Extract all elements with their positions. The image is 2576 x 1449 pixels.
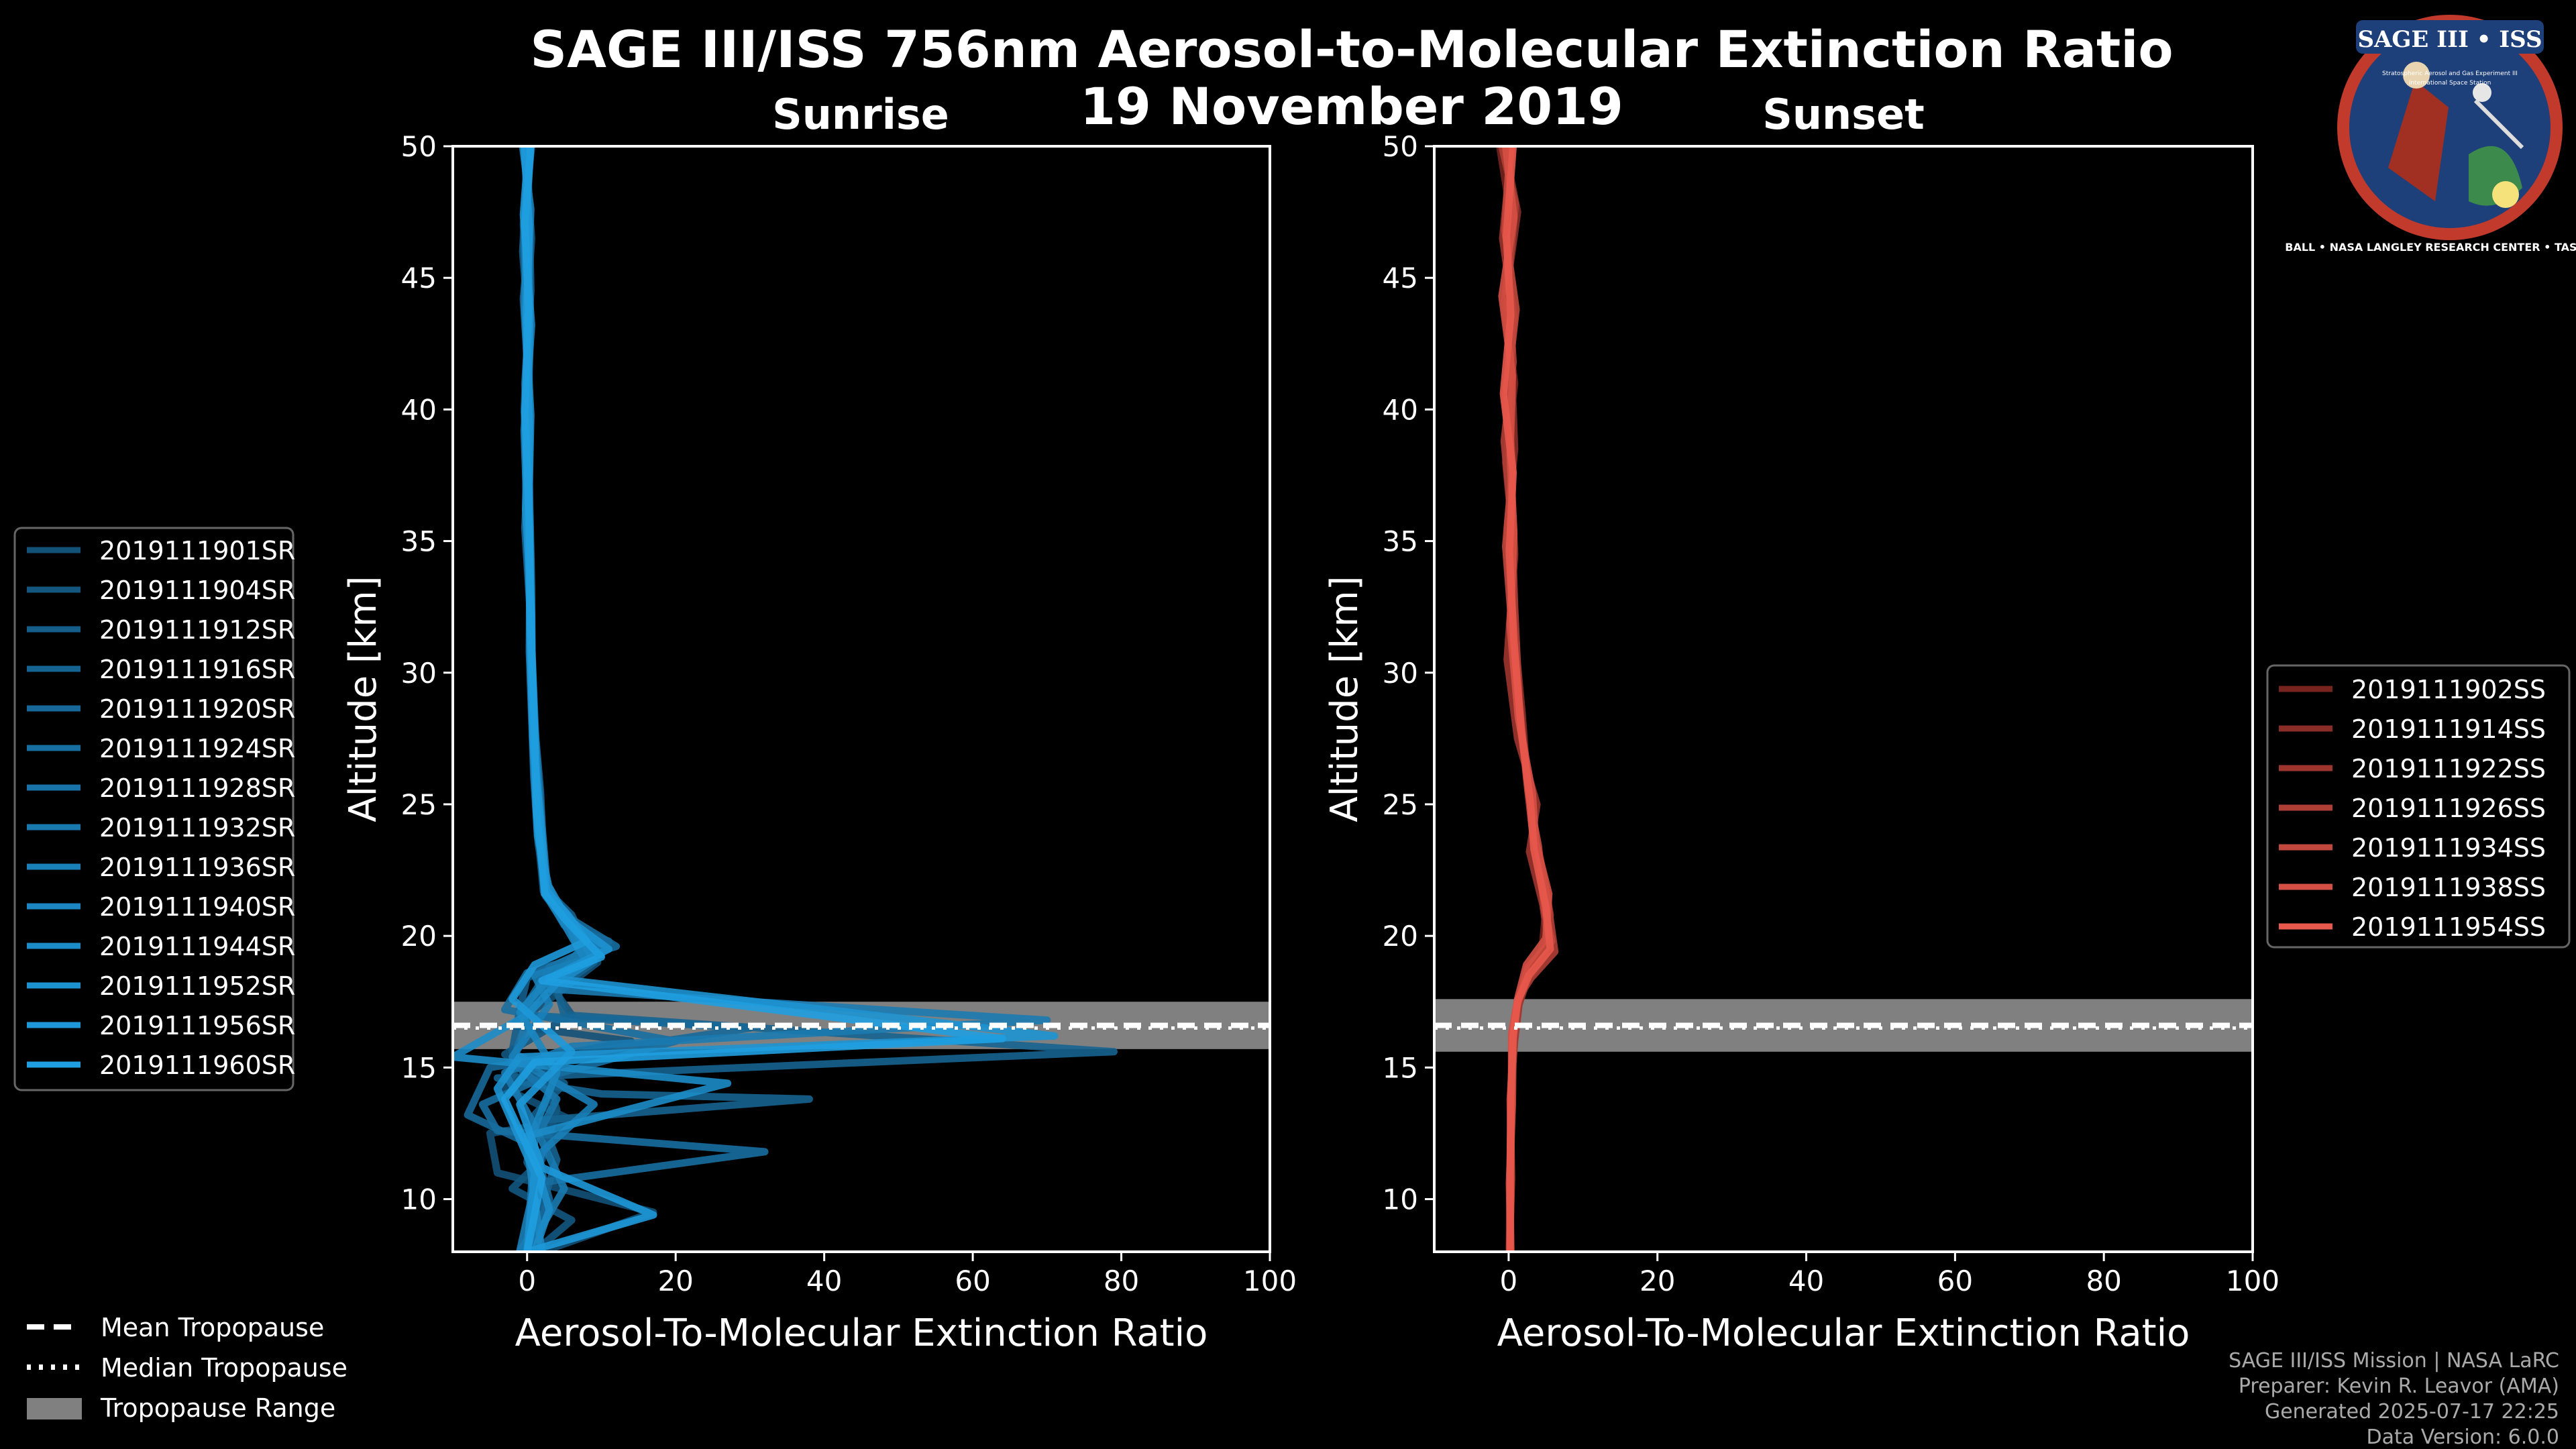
sunrise-y-tick-label-40: 40 (401, 393, 437, 426)
sunrise-legend-label-2019111928SR: 2019111928SR (99, 773, 295, 803)
sunset-y-tick-label-40: 40 (1383, 393, 1418, 426)
figure-title-line2: 19 November 2019 (1080, 76, 1623, 136)
sunset-legend-label-2019111922SS: 2019111922SS (2351, 754, 2546, 784)
sunset-y-tick-label-30: 30 (1383, 657, 1418, 690)
sunset-panel-title: Sunset (1762, 90, 1925, 139)
footer-generated: Generated 2025-07-17 22:25 (2265, 1400, 2559, 1424)
logo-iss (2473, 99, 2524, 150)
sunrise-x-tick-label-40: 40 (806, 1265, 842, 1297)
logo-title-text: SAGE III • ISS (2357, 26, 2542, 53)
sunrise-profile-line-2019111956SR (508, 146, 657, 1252)
sunset-legend: 2019111902SS 2019111914SS 2019111922SS 2019… (2266, 664, 2571, 949)
sunset-legend-entries: 2019111902SS 2019111914SS 2019111922SS 2019… (2279, 675, 2546, 942)
sunrise-y-axis-label: Altitude [km] (341, 576, 385, 822)
footer-mission: SAGE III/ISS Mission | NASA LaRC (2229, 1349, 2559, 1373)
logo-small-text-right: International Space Station (2409, 80, 2491, 87)
footer-preparer: Preparer: Kevin R. Leavor (AMA) (2239, 1375, 2559, 1398)
sunset-y-tick-label-35: 35 (1383, 525, 1418, 558)
sunrise-x-tick-label-60: 60 (955, 1265, 990, 1297)
sunrise-legend-label-2019111932SR: 2019111932SR (99, 813, 295, 843)
sunset-x-tick-label-40: 40 (1788, 1265, 1824, 1297)
sunset-axes-frame (1433, 145, 2254, 1253)
sunset-x-tick-label-0: 0 (1500, 1265, 1518, 1297)
sunrise-y-tick-label-50: 50 (401, 130, 437, 163)
sunrise-legend-label-2019111952SR: 2019111952SR (99, 971, 295, 1001)
sunset-profile-line-2019111954SS (1499, 146, 1554, 1252)
sunrise-legend-label-2019111920SR: 2019111920SR (99, 694, 295, 724)
sunset-panel: 0 20 40 60 80 100 10 15 20 25 30 35 40 45 50 Aerosol-To… (1323, 130, 2279, 1355)
median-tropopause-legend-label: Median Tropopause (101, 1353, 347, 1383)
sunset-y-tick-label-50: 50 (1383, 130, 1418, 163)
sunrise-y-tick-label-15: 15 (401, 1051, 437, 1084)
sage-iii-iss-logo: SAGE III • ISS Stratospheric Aerosol and… (2285, 15, 2576, 254)
sunset-y-tick-label-15: 15 (1383, 1051, 1418, 1084)
sunset-x-axis-label: Aerosol-To-Molecular Extinction Ratio (1497, 1311, 2190, 1355)
footer-data-version: Data Version: 6.0.0 (2367, 1426, 2559, 1449)
logo-sun (2492, 181, 2519, 208)
sunrise-y-tick-label-35: 35 (401, 525, 437, 558)
logo-figure-robe (2388, 80, 2449, 201)
logo-moon (2473, 83, 2491, 102)
tropopause-range-legend-swatch (27, 1398, 82, 1419)
sunrise-legend-label-2019111912SR: 2019111912SR (99, 615, 295, 645)
sunset-legend-label-2019111938SS: 2019111938SS (2351, 873, 2546, 902)
sunrise-panel-title: Sunrise (772, 90, 949, 139)
sunrise-axes-frame (451, 145, 1271, 1253)
sunrise-legend: 2019111901SR 2019111904SR 2019111912SR 2019… (13, 527, 295, 1091)
sunrise-y-tick-label-25: 25 (401, 788, 437, 821)
sunset-legend-label-2019111902SS: 2019111902SS (2351, 675, 2546, 704)
sunrise-x-tick-label-100: 100 (1243, 1265, 1297, 1297)
sunrise-x-tick-label-0: 0 (518, 1265, 536, 1297)
sunrise-y-tick-label-10: 10 (401, 1183, 437, 1216)
sunset-legend-label-2019111954SS: 2019111954SS (2351, 912, 2546, 942)
sunrise-legend-entries: 2019111901SR 2019111904SR 2019111912SR 2019… (27, 536, 295, 1080)
tropopause-legend: Mean Tropopause Median Tropopause Tropop… (27, 1313, 347, 1423)
sunrise-legend-label-2019111916SR: 2019111916SR (99, 655, 295, 684)
sunrise-x-axis-label: Aerosol-To-Molecular Extinction Ratio (515, 1311, 1208, 1355)
sunrise-x-tick-label-80: 80 (1104, 1265, 1139, 1297)
logo-small-text-left: Stratospheric Aerosol and Gas Experiment… (2382, 70, 2518, 77)
sunset-legend-label-2019111926SS: 2019111926SS (2351, 794, 2546, 823)
sunrise-y-tick-label-30: 30 (401, 657, 437, 690)
sunset-y-axis-label: Altitude [km] (1323, 576, 1366, 822)
sunrise-legend-label-2019111901SR: 2019111901SR (99, 536, 295, 566)
sunset-x-tick-label-60: 60 (1937, 1265, 1973, 1297)
sunset-x-tick-label-20: 20 (1640, 1265, 1675, 1297)
logo-figure-head (2403, 62, 2430, 89)
sunset-y-tick-label-10: 10 (1383, 1183, 1418, 1216)
sunset-y-tick-label-25: 25 (1383, 788, 1418, 821)
logo-inner-disc (2349, 27, 2551, 228)
sunset-x-tick-label-100: 100 (2226, 1265, 2279, 1297)
logo-ring-text: BALL • NASA LANGLEY RESEARCH CENTER • TA… (2285, 241, 2576, 254)
sunset-y-tick-label-45: 45 (1383, 262, 1418, 294)
sunrise-legend-label-2019111940SR: 2019111940SR (99, 892, 295, 922)
sunrise-x-tick-label-20: 20 (657, 1265, 693, 1297)
sunrise-y-tick-label-20: 20 (401, 920, 437, 953)
tropopause-range-legend-label: Tropopause Range (100, 1393, 335, 1423)
sunset-x-tick-label-80: 80 (2086, 1265, 2121, 1297)
sunset-y-tick-label-20: 20 (1383, 920, 1418, 953)
sunrise-legend-label-2019111936SR: 2019111936SR (99, 853, 295, 882)
credits-footer: SAGE III/ISS Mission | NASA LaRC Prepare… (2229, 1349, 2559, 1449)
logo-top-banner (2356, 20, 2544, 54)
sunset-legend-label-2019111914SS: 2019111914SS (2351, 714, 2546, 744)
sunset-legend-label-2019111934SS: 2019111934SS (2351, 833, 2546, 863)
sunrise-legend-frame (13, 527, 294, 1091)
figure-title-line1: SAGE III/ISS 756nm Aerosol-to-Molecular … (530, 19, 2173, 79)
sunrise-panel: 0 20 40 60 80 100 10 15 20 25 30 35 40 45 50 Aerosol-To… (341, 130, 1297, 1355)
sunset-legend-frame (2266, 664, 2571, 949)
sunrise-profile-line-2019111960SR (501, 146, 1006, 1252)
sunrise-legend-label-2019111960SR: 2019111960SR (99, 1051, 295, 1080)
sunrise-legend-label-2019111924SR: 2019111924SR (99, 734, 295, 763)
sunrise-legend-label-2019111956SR: 2019111956SR (99, 1011, 295, 1040)
sunrise-legend-label-2019111944SR: 2019111944SR (99, 932, 295, 961)
mean-tropopause-legend-label: Mean Tropopause (101, 1313, 324, 1342)
sunrise-y-tick-label-45: 45 (401, 262, 437, 294)
sunrise-legend-label-2019111904SR: 2019111904SR (99, 576, 295, 605)
